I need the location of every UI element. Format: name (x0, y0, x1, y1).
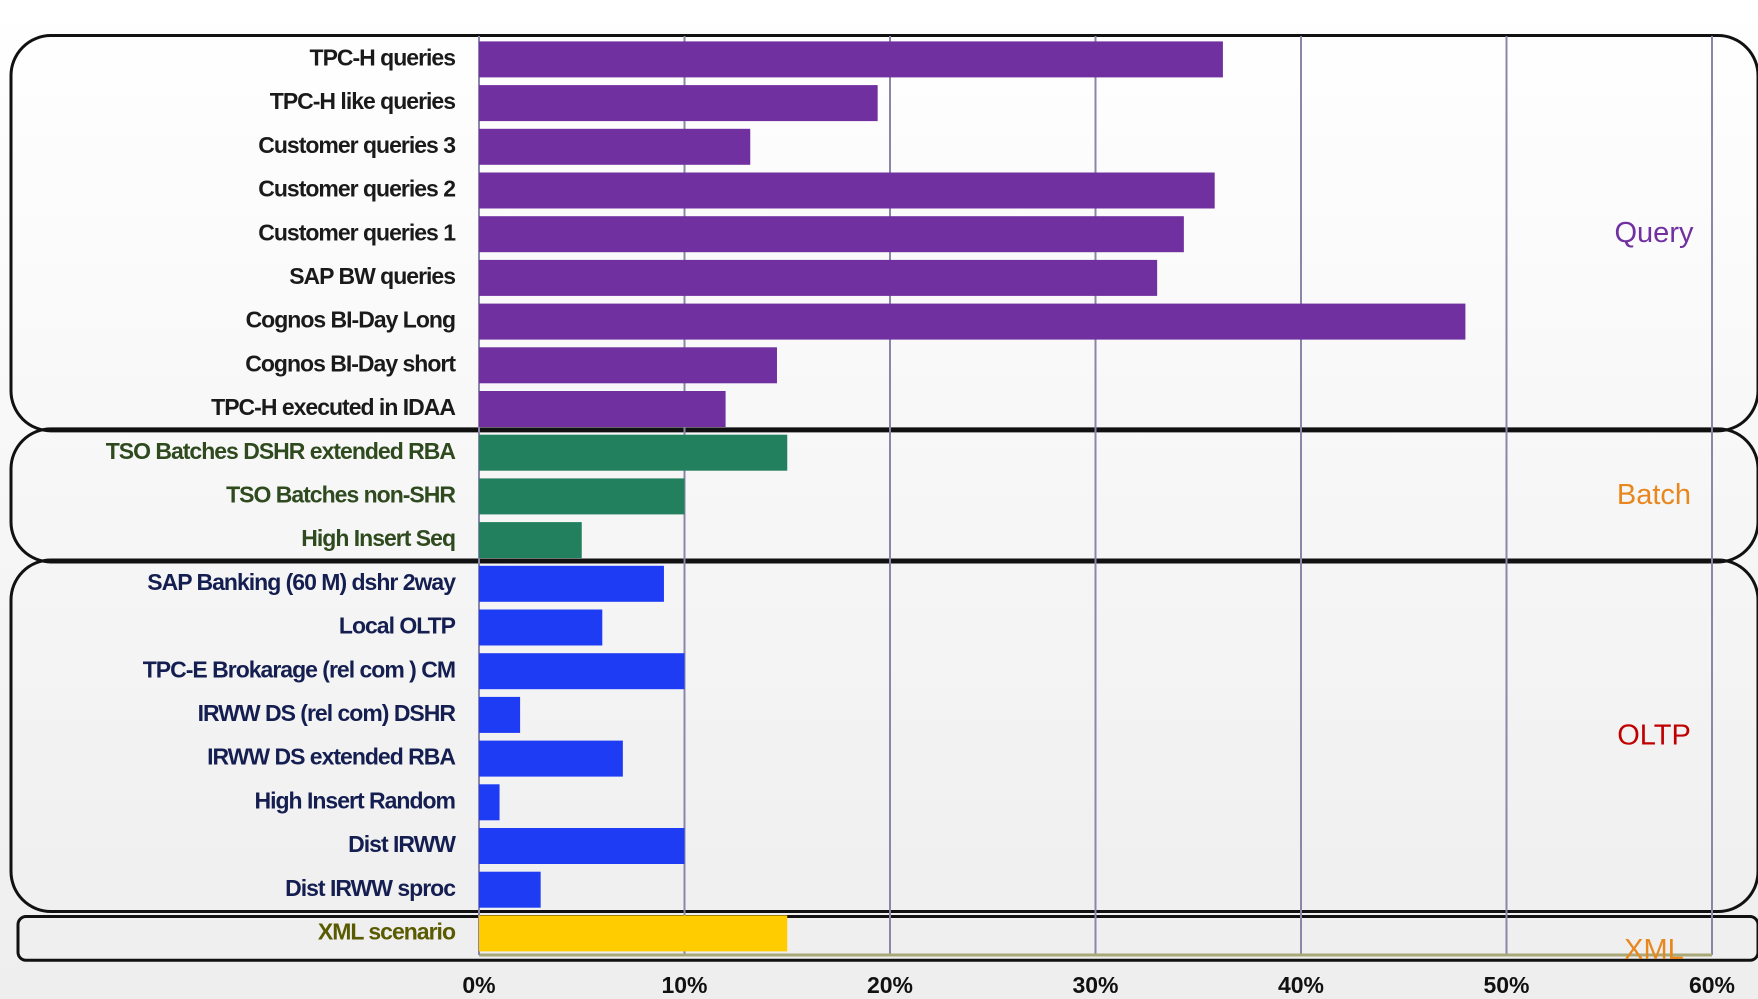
category-label: TSO Batches non-SHR (226, 481, 456, 507)
bar (479, 653, 685, 690)
category-label: Cognos BI-Day short (245, 350, 456, 376)
category-label: SAP BW queries (289, 263, 455, 289)
category-label: TPC-H queries (310, 44, 456, 70)
group-label: Batch (1617, 479, 1691, 511)
x-tick-label: 40% (1278, 972, 1324, 998)
bar (479, 522, 582, 559)
category-label: IRWW DS (rel com) DSHR (198, 700, 457, 726)
category-label: TPC-H like queries (270, 88, 455, 114)
bar (479, 347, 777, 384)
x-tick-label: 10% (661, 972, 707, 998)
bar (479, 609, 603, 646)
bar (479, 259, 1158, 296)
group-label: XML (1624, 934, 1684, 966)
bar (479, 41, 1223, 78)
group-label: OLTP (1617, 719, 1691, 751)
bar (479, 172, 1215, 209)
bar (479, 478, 685, 515)
bar (479, 696, 521, 733)
bar (479, 303, 1466, 340)
bar (479, 740, 623, 777)
category-label: TPC-H executed in IDAA (211, 394, 455, 420)
group-label: Query (1615, 217, 1694, 249)
bar (479, 85, 878, 122)
x-tick-label: 30% (1072, 972, 1118, 998)
group-box (9, 427, 1758, 564)
x-tick-label: 20% (867, 972, 913, 998)
category-label: SAP Banking (60 M) dshr 2way (147, 569, 456, 595)
category-label: TPC-E Brokarage (rel com ) CM (143, 656, 455, 682)
x-tick-label: 60% (1689, 972, 1735, 998)
category-label: Customer queries 3 (258, 132, 455, 158)
group-box (16, 915, 1758, 962)
category-label: Local OLTP (339, 613, 456, 639)
bar (479, 871, 541, 908)
bar (479, 784, 500, 821)
bar (479, 128, 751, 165)
category-label: High Insert Seq (301, 525, 455, 551)
category-label: High Insert Random (254, 787, 455, 813)
category-label: Dist IRWW sproc (285, 875, 456, 901)
bar (479, 565, 664, 602)
x-tick-label: 50% (1483, 972, 1529, 998)
bar (479, 216, 1184, 253)
category-label: TSO Batches DSHR extended RBA (106, 438, 456, 464)
bar (479, 828, 685, 864)
category-label: Cognos BI-Day Long (246, 307, 455, 333)
category-label: Customer queries 1 (258, 219, 456, 245)
category-label: IRWW DS extended RBA (207, 744, 455, 770)
bar (479, 391, 726, 427)
category-label: Dist IRWW (348, 831, 456, 857)
x-tick-label: 0% (462, 972, 495, 998)
category-label: Customer queries 2 (258, 176, 455, 202)
category-label: XML scenario (318, 918, 456, 944)
bar (479, 434, 788, 471)
group-box (9, 34, 1758, 433)
group-box (9, 558, 1758, 914)
bar (479, 915, 788, 952)
